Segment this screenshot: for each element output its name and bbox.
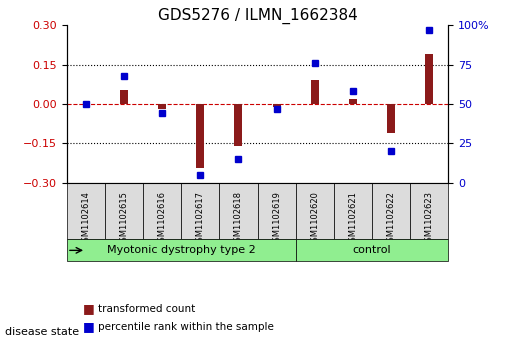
FancyBboxPatch shape	[296, 239, 448, 261]
FancyBboxPatch shape	[258, 183, 296, 239]
Text: ■: ■	[82, 320, 94, 333]
Text: disease state: disease state	[5, 327, 79, 337]
Text: GSM1102619: GSM1102619	[272, 191, 281, 247]
Text: GSM1102617: GSM1102617	[196, 191, 205, 247]
Bar	[158, 104, 166, 109]
Text: percentile rank within the sample: percentile rank within the sample	[98, 322, 274, 332]
Bar	[425, 54, 433, 104]
FancyBboxPatch shape	[67, 239, 296, 261]
Text: GSM1102616: GSM1102616	[158, 191, 167, 247]
Bar	[311, 81, 319, 104]
Title: GDS5276 / ILMN_1662384: GDS5276 / ILMN_1662384	[158, 8, 357, 24]
Bar	[120, 90, 128, 104]
FancyBboxPatch shape	[372, 183, 410, 239]
Text: GSM1102618: GSM1102618	[234, 191, 243, 247]
Text: ■: ■	[82, 302, 94, 315]
Text: GSM1102614: GSM1102614	[81, 191, 91, 247]
Text: transformed count: transformed count	[98, 303, 195, 314]
FancyBboxPatch shape	[143, 183, 181, 239]
Text: GSM1102623: GSM1102623	[424, 191, 434, 247]
FancyBboxPatch shape	[181, 183, 219, 239]
FancyBboxPatch shape	[105, 183, 143, 239]
Text: Myotonic dystrophy type 2: Myotonic dystrophy type 2	[107, 245, 255, 255]
Text: control: control	[352, 245, 391, 255]
Bar	[272, 104, 281, 107]
Bar	[196, 104, 204, 168]
FancyBboxPatch shape	[296, 183, 334, 239]
Bar	[234, 104, 243, 146]
Text: GSM1102621: GSM1102621	[348, 191, 357, 247]
FancyBboxPatch shape	[67, 183, 105, 239]
FancyBboxPatch shape	[219, 183, 258, 239]
FancyBboxPatch shape	[410, 183, 448, 239]
Text: GSM1102615: GSM1102615	[119, 191, 129, 247]
FancyBboxPatch shape	[334, 183, 372, 239]
Bar	[349, 99, 357, 104]
Bar	[387, 104, 395, 133]
Text: GSM1102622: GSM1102622	[386, 191, 396, 247]
Text: GSM1102620: GSM1102620	[310, 191, 319, 247]
